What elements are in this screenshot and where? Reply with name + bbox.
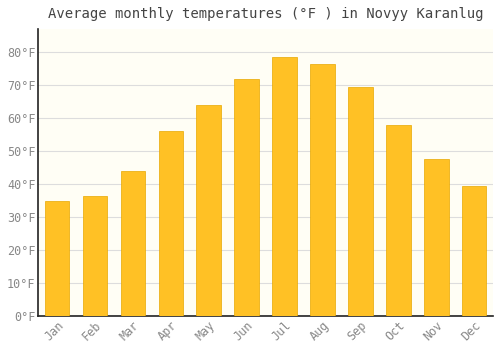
Bar [348, 87, 372, 316]
Bar [310, 64, 335, 316]
Bar [462, 186, 486, 316]
Bar [234, 78, 259, 316]
Bar [158, 131, 183, 316]
Bar [83, 196, 108, 316]
Bar [386, 125, 410, 316]
Bar [120, 171, 146, 316]
Title: Average monthly temperatures (°F ) in Novyy Karanlug: Average monthly temperatures (°F ) in No… [48, 7, 484, 21]
Bar [424, 159, 448, 316]
Bar [45, 201, 70, 316]
Bar [272, 57, 297, 316]
Bar [196, 105, 221, 316]
